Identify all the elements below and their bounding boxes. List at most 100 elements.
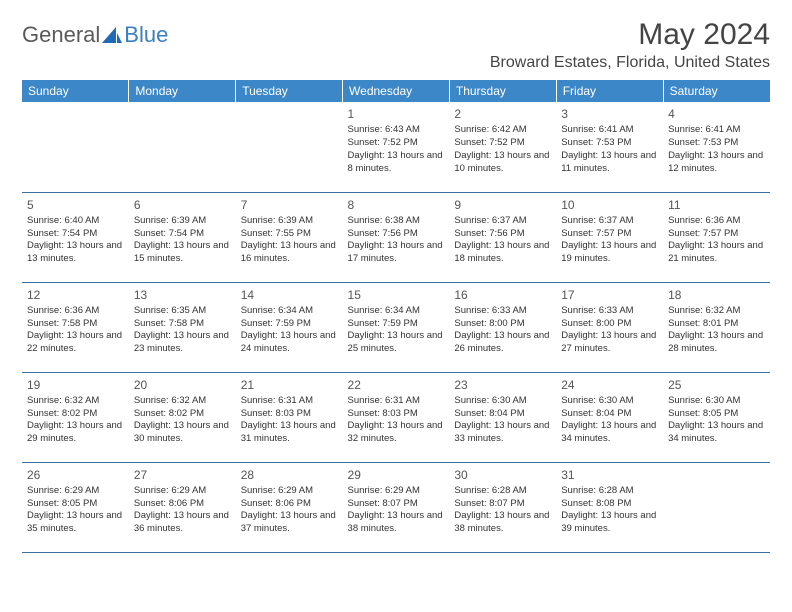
sunset-line: Sunset: 7:53 PM [561,137,658,150]
sunrise-line: Sunrise: 6:32 AM [134,395,231,408]
day-number: 22 [348,377,445,393]
sunset-line: Sunset: 7:55 PM [241,228,338,241]
day-cell: 16Sunrise: 6:33 AMSunset: 8:00 PMDayligh… [449,282,556,372]
day-cell: 12Sunrise: 6:36 AMSunset: 7:58 PMDayligh… [22,282,129,372]
day-cell: 1Sunrise: 6:43 AMSunset: 7:52 PMDaylight… [343,102,450,192]
sunset-line: Sunset: 8:01 PM [668,318,765,331]
daylight-line: Daylight: 13 hours and 25 minutes. [348,330,445,356]
sunrise-line: Sunrise: 6:29 AM [134,485,231,498]
day-number: 29 [348,467,445,483]
sunrise-line: Sunrise: 6:29 AM [348,485,445,498]
sunrise-line: Sunrise: 6:30 AM [668,395,765,408]
sunrise-line: Sunrise: 6:32 AM [27,395,124,408]
day-cell: 19Sunrise: 6:32 AMSunset: 8:02 PMDayligh… [22,372,129,462]
daylight-line: Daylight: 13 hours and 24 minutes. [241,330,338,356]
day-number: 26 [27,467,124,483]
daylight-line: Daylight: 13 hours and 15 minutes. [134,240,231,266]
daylight-line: Daylight: 13 hours and 30 minutes. [134,420,231,446]
sunset-line: Sunset: 8:07 PM [348,498,445,511]
sunset-line: Sunset: 7:56 PM [348,228,445,241]
sunset-line: Sunset: 7:52 PM [454,137,551,150]
day-cell: 31Sunrise: 6:28 AMSunset: 8:08 PMDayligh… [556,462,663,552]
day-cell: 22Sunrise: 6:31 AMSunset: 8:03 PMDayligh… [343,372,450,462]
empty-cell [236,102,343,192]
daylight-line: Daylight: 13 hours and 17 minutes. [348,240,445,266]
day-cell: 9Sunrise: 6:37 AMSunset: 7:56 PMDaylight… [449,192,556,282]
sunset-line: Sunset: 7:58 PM [134,318,231,331]
daylight-line: Daylight: 13 hours and 38 minutes. [348,510,445,536]
day-header: Monday [129,80,236,102]
sunrise-line: Sunrise: 6:37 AM [454,215,551,228]
day-cell: 3Sunrise: 6:41 AMSunset: 7:53 PMDaylight… [556,102,663,192]
day-number: 10 [561,197,658,213]
daylight-line: Daylight: 13 hours and 11 minutes. [561,150,658,176]
day-number: 24 [561,377,658,393]
sunrise-line: Sunrise: 6:28 AM [561,485,658,498]
week-row: 5Sunrise: 6:40 AMSunset: 7:54 PMDaylight… [22,192,770,282]
day-number: 9 [454,197,551,213]
day-cell: 29 Sunrise: 6:29 AMSunset: 8:07 PMDayligh… [343,462,450,552]
day-cell: 20Sunrise: 6:32 AMSunset: 8:02 PMDayligh… [129,372,236,462]
sunrise-line: Sunrise: 6:33 AM [454,305,551,318]
sunset-line: Sunset: 7:57 PM [668,228,765,241]
daylight-line: Daylight: 13 hours and 37 minutes. [241,510,338,536]
daylight-line: Daylight: 13 hours and 18 minutes. [454,240,551,266]
sunset-line: Sunset: 7:52 PM [348,137,445,150]
day-number: 3 [561,106,658,122]
week-row: 19Sunrise: 6:32 AMSunset: 8:02 PMDayligh… [22,372,770,462]
daylight-line: Daylight: 13 hours and 34 minutes. [561,420,658,446]
daylight-line: Daylight: 13 hours and 27 minutes. [561,330,658,356]
day-header: Friday [556,80,663,102]
sunrise-line: Sunrise: 6:38 AM [348,215,445,228]
sunrise-line: Sunrise: 6:42 AM [454,124,551,137]
location: Broward Estates, Florida, United States [490,54,770,72]
day-number: 13 [134,287,231,303]
sunrise-line: Sunrise: 6:39 AM [241,215,338,228]
day-cell: 21Sunrise: 6:31 AMSunset: 8:03 PMDayligh… [236,372,343,462]
logo-sail-icon [102,27,122,43]
day-header: Thursday [449,80,556,102]
sunrise-line: Sunrise: 6:29 AM [27,485,124,498]
daylight-line: Daylight: 13 hours and 31 minutes. [241,420,338,446]
sunset-line: Sunset: 8:06 PM [241,498,338,511]
sunrise-line: Sunrise: 6:32 AM [668,305,765,318]
sunrise-line: Sunrise: 6:36 AM [27,305,124,318]
sunrise-line: Sunrise: 6:29 AM [241,485,338,498]
day-cell: 5Sunrise: 6:40 AMSunset: 7:54 PMDaylight… [22,192,129,282]
day-cell: 13Sunrise: 6:35 AMSunset: 7:58 PMDayligh… [129,282,236,372]
day-cell: 17Sunrise: 6:33 AMSunset: 8:00 PMDayligh… [556,282,663,372]
week-row: 12Sunrise: 6:36 AMSunset: 7:58 PMDayligh… [22,282,770,372]
day-number: 2 [454,106,551,122]
sunset-line: Sunset: 7:59 PM [348,318,445,331]
sunrise-line: Sunrise: 6:41 AM [668,124,765,137]
day-cell: 18Sunrise: 6:32 AMSunset: 8:01 PMDayligh… [663,282,770,372]
empty-cell [663,462,770,552]
sunset-line: Sunset: 7:54 PM [27,228,124,241]
day-header: Sunday [22,80,129,102]
day-cell: 28Sunrise: 6:29 AMSunset: 8:06 PMDayligh… [236,462,343,552]
sunrise-line: Sunrise: 6:35 AM [134,305,231,318]
sunrise-line: Sunrise: 6:31 AM [241,395,338,408]
day-number: 18 [668,287,765,303]
day-cell: 14Sunrise: 6:34 AMSunset: 7:59 PMDayligh… [236,282,343,372]
sunset-line: Sunset: 8:07 PM [454,498,551,511]
day-number: 25 [668,377,765,393]
day-cell: 24Sunrise: 6:30 AMSunset: 8:04 PMDayligh… [556,372,663,462]
daylight-line: Daylight: 13 hours and 36 minutes. [134,510,231,536]
day-number: 17 [561,287,658,303]
daylight-line: Daylight: 13 hours and 32 minutes. [348,420,445,446]
day-cell: 10Sunrise: 6:37 AMSunset: 7:57 PMDayligh… [556,192,663,282]
sunrise-line: Sunrise: 6:43 AM [348,124,445,137]
sunrise-line: Sunrise: 6:33 AM [561,305,658,318]
sunset-line: Sunset: 7:59 PM [241,318,338,331]
empty-cell [22,102,129,192]
daylight-line: Daylight: 13 hours and 22 minutes. [27,330,124,356]
sunrise-line: Sunrise: 6:40 AM [27,215,124,228]
sunset-line: Sunset: 7:58 PM [27,318,124,331]
logo: General Blue [22,18,168,48]
sunset-line: Sunset: 7:54 PM [134,228,231,241]
sunrise-line: Sunrise: 6:37 AM [561,215,658,228]
sunset-line: Sunset: 8:00 PM [454,318,551,331]
daylight-line: Daylight: 13 hours and 34 minutes. [668,420,765,446]
sunset-line: Sunset: 8:04 PM [454,408,551,421]
